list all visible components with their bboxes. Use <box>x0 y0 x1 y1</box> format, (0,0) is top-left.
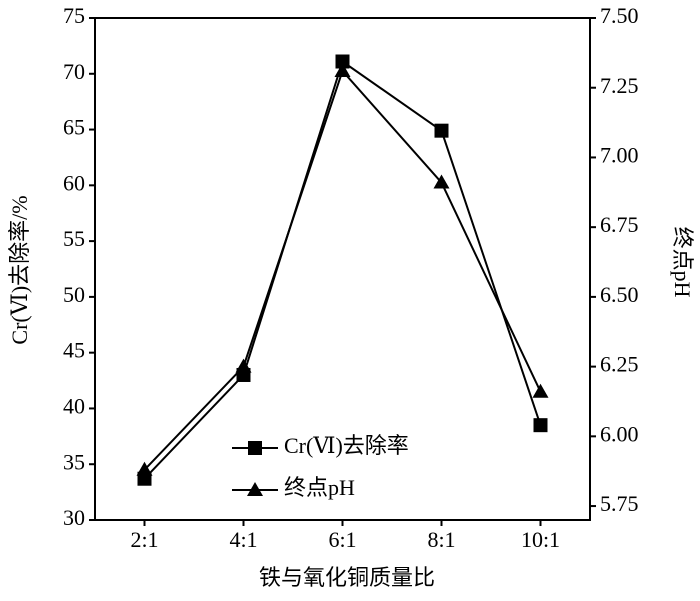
legend-label: Cr(Ⅵ)去除率 <box>284 433 409 458</box>
series-line <box>143 59 542 480</box>
data-point <box>334 62 351 77</box>
y-tick-label: 35 <box>63 449 85 474</box>
data-point <box>434 123 449 138</box>
data-point <box>533 418 548 433</box>
data-point <box>136 461 153 476</box>
y2-axis-label: 终点pH <box>670 227 695 298</box>
y-tick-label: 70 <box>63 59 85 84</box>
data-point <box>335 54 350 69</box>
y2-tick-label: 7.50 <box>600 3 639 28</box>
y-tick-label: 45 <box>63 338 85 363</box>
y-tick-label: 60 <box>63 170 85 195</box>
y2-tick-label: 5.75 <box>600 491 639 516</box>
x-axis-label: 铁与氧化铜质量比 <box>259 565 435 590</box>
data-point <box>433 174 450 189</box>
y2-tick-label: 6.75 <box>600 212 639 237</box>
y2-tick-label: 6.25 <box>600 352 639 377</box>
y-tick-label: 40 <box>63 393 85 418</box>
y-tick-label: 30 <box>63 505 85 530</box>
y-tick-label: 50 <box>63 282 85 307</box>
y-tick-label: 65 <box>63 115 85 140</box>
legend-marker <box>248 441 262 455</box>
x-tick-label: 2:1 <box>130 527 158 552</box>
legend-label: 终点pH <box>284 475 355 500</box>
x-tick-label: 10:1 <box>521 527 560 552</box>
x-tick-label: 6:1 <box>328 527 356 552</box>
y2-tick-label: 6.00 <box>600 421 639 446</box>
data-point <box>235 358 252 373</box>
x-tick-label: 8:1 <box>427 527 455 552</box>
y-tick-label: 75 <box>63 3 85 28</box>
y-axis-label: Cr(Ⅵ)去除率/% <box>7 195 32 344</box>
y2-tick-label: 7.25 <box>600 73 639 98</box>
series-line <box>143 69 542 471</box>
y2-tick-label: 6.50 <box>600 282 639 307</box>
legend-marker <box>247 482 263 496</box>
y-tick-label: 55 <box>63 226 85 251</box>
y2-tick-label: 7.00 <box>600 142 639 167</box>
x-tick-label: 4:1 <box>229 527 257 552</box>
data-point <box>532 383 549 398</box>
